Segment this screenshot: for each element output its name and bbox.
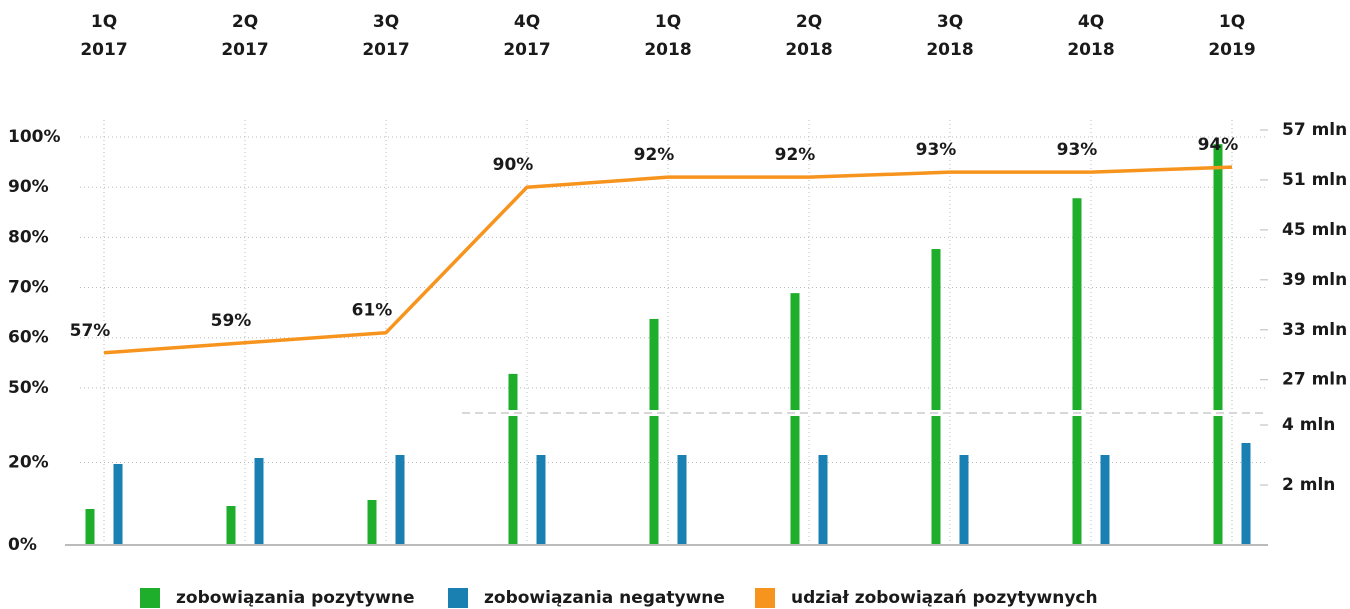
legend-label: udział zobowiązań pozytywnych [791,588,1098,608]
y-tick-label: 50% [8,378,49,398]
y2-tick-label: 33 mln [1282,320,1347,340]
bar [367,500,377,545]
x-tick-label: 3Q [373,12,399,32]
bar [254,458,264,545]
legend-label: zobowiązania pozytywne [176,588,414,608]
x-tick-label: 1Q [655,12,681,32]
line [103,165,1233,355]
bar [1100,455,1110,545]
x-tick-label: 2019 [1208,40,1255,60]
legend-label: zobowiązania negatywne [484,588,725,608]
x-tick-label: 2017 [221,40,268,60]
x-tick-label: 2018 [644,40,691,60]
data-label: 93% [1057,140,1098,160]
y-tick-label: 20% [8,453,49,473]
y-tick-label: 0% [8,535,37,555]
y2-tick-label: 57 mln [1282,120,1347,140]
x-tick-label: 2017 [503,40,550,60]
bar [1241,443,1251,545]
data-label: 57% [70,321,111,341]
x-tick-label: 2017 [362,40,409,60]
x-tick-label: 1Q [1219,12,1245,32]
bar [677,455,687,545]
bar [649,318,659,545]
y2-tick-label: 45 mln [1282,220,1347,240]
bar [931,249,941,545]
legend-swatch [448,588,468,608]
x-tick-label: 2Q [796,12,822,32]
x-tick-label: 4Q [514,12,540,32]
data-label: 93% [916,140,957,160]
bar [113,464,123,545]
bar [818,455,828,545]
y2-tick-label: 51 mln [1282,170,1347,190]
data-label: 59% [211,311,252,331]
legend-swatch [140,588,160,608]
axis-break [460,410,1268,416]
data-label: 92% [775,145,816,165]
legend-swatch [755,588,775,608]
bar [85,509,95,545]
bar [536,455,546,545]
bar [226,506,236,545]
bar [790,293,800,545]
bar [959,455,969,545]
x-tick-label: 2018 [1067,40,1114,60]
y-tick-label: 90% [8,177,49,197]
bar [1072,198,1082,546]
y2-tick-label: 4 mln [1282,415,1335,435]
y-tick-label: 100% [8,127,61,147]
x-tick-label: 2Q [232,12,258,32]
bar [508,373,518,545]
x-tick-label: 4Q [1078,12,1104,32]
y2-tick-label: 27 mln [1282,370,1347,390]
data-label: 92% [634,145,675,165]
y-tick-label: 60% [8,328,49,348]
y2-tick-label: 39 mln [1282,270,1347,290]
bar [1213,144,1223,545]
y2-tick-label: 2 mln [1282,475,1335,495]
y-tick-label: 80% [8,227,49,247]
x-tick-label: 2017 [80,40,127,60]
x-tick-label: 2018 [926,40,973,60]
data-label: 61% [352,301,393,321]
x-tick-label: 1Q [91,12,117,32]
x-tick-label: 3Q [937,12,963,32]
bar [395,455,405,545]
x-tick-label: 2018 [785,40,832,60]
data-label: 90% [493,155,534,175]
y-tick-label: 70% [8,278,49,298]
data-label: 94% [1198,135,1239,155]
